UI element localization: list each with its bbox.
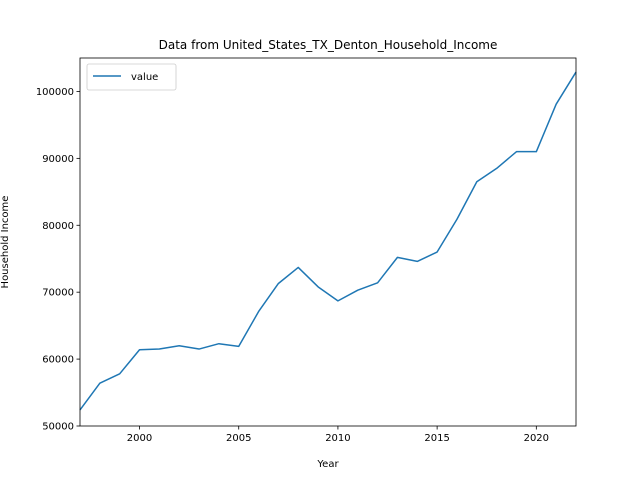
y-tick-label: 70000 — [42, 288, 74, 299]
y-tick-label: 80000 — [42, 221, 74, 232]
x-tick-label: 2020 — [524, 433, 549, 444]
y-tick-label: 90000 — [42, 154, 74, 165]
series-layer — [79, 71, 577, 411]
y-tick-label: 50000 — [42, 422, 74, 433]
y-tick-label: 60000 — [42, 355, 74, 366]
legend-label-value: value — [131, 72, 158, 83]
legend: value — [86, 63, 177, 91]
x-tick-label: 2015 — [424, 433, 449, 444]
x-axis-ticks: 2000 2005 2010 2015 2020 — [127, 426, 549, 444]
x-axis-label: Year — [316, 459, 339, 470]
x-tick-label: 2000 — [127, 433, 152, 444]
y-tick-label: 100000 — [36, 87, 74, 98]
plot-frame — [79, 57, 577, 427]
y-axis-label: Household Income — [0, 196, 11, 289]
series-line-value — [79, 71, 577, 411]
y-axis-ticks: 50000 60000 70000 80000 90000 100000 — [36, 87, 80, 433]
x-tick-label: 2010 — [325, 433, 350, 444]
chart-title: Data from United_States_TX_Denton_Househ… — [159, 38, 498, 52]
x-tick-label: 2005 — [226, 433, 251, 444]
legend-box — [86, 63, 177, 91]
